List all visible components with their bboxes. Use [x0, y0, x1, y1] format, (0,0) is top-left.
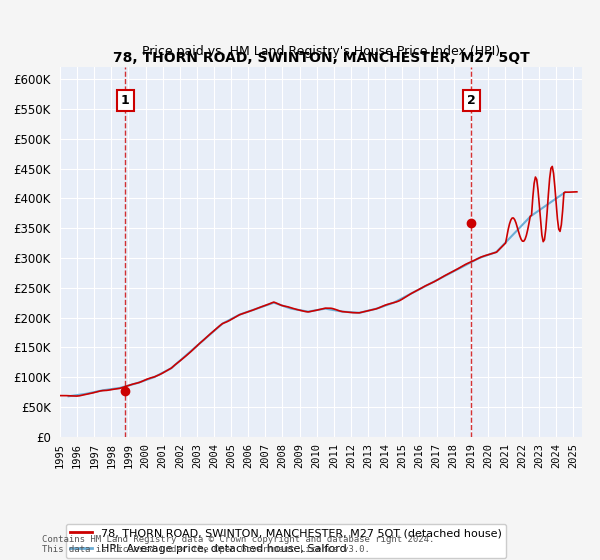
Title: 78, THORN ROAD, SWINTON, MANCHESTER, M27 5QT: 78, THORN ROAD, SWINTON, MANCHESTER, M27… — [113, 50, 529, 64]
Text: Contains HM Land Registry data © Crown copyright and database right 2024.
This d: Contains HM Land Registry data © Crown c… — [42, 535, 434, 554]
Text: 2: 2 — [467, 94, 476, 107]
Legend: 78, THORN ROAD, SWINTON, MANCHESTER, M27 5QT (detached house), HPI: Average pric: 78, THORN ROAD, SWINTON, MANCHESTER, M27… — [65, 524, 506, 558]
Text: Price paid vs. HM Land Registry's House Price Index (HPI): Price paid vs. HM Land Registry's House … — [142, 45, 500, 58]
Text: 1: 1 — [121, 94, 130, 107]
